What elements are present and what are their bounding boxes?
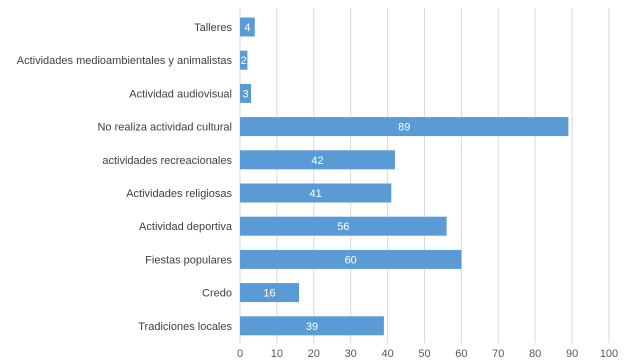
bar [240,17,255,37]
data-label: 56 [337,221,349,233]
bar [240,50,248,70]
x-tick-label: 100 [600,348,618,360]
data-label: 16 [263,288,275,300]
x-tick-label: 0 [237,348,243,360]
x-tick-label: 60 [455,348,467,360]
bar [240,183,392,203]
data-label: 42 [311,155,323,167]
bar [240,283,300,303]
x-tick-label: 80 [529,348,541,360]
x-axis-tick-labels: 0 10 20 30 40 50 60 70 80 90 100 [237,348,618,360]
category-labels: Talleres Actividades medioambientales y a… [17,22,233,333]
data-label: 41 [310,188,322,200]
x-tick-label: 90 [566,348,578,360]
x-tick-label: 50 [418,348,430,360]
category-label: No realiza actividad cultural [97,122,232,134]
data-label: 89 [398,122,410,134]
category-label: Actividad audiovisual [129,88,232,100]
data-label: 60 [345,254,357,266]
category-label: Fiestas populares [145,254,232,266]
category-label: Tradiciones locales [138,321,232,333]
bar [240,83,252,103]
bar [240,216,447,236]
x-tick-label: 10 [271,348,283,360]
bar [240,117,569,137]
x-tick-label: 70 [492,348,504,360]
data-label: 3 [242,88,248,100]
data-label: 4 [244,22,250,34]
x-tick-label: 40 [381,348,393,360]
data-label: 2 [241,55,247,67]
bar [240,249,462,269]
category-label: Talleres [194,22,232,34]
category-label: actividades recreacionales [102,155,232,167]
category-label: Actividad deportiva [139,221,233,233]
category-label: Actividades medioambientales y animalist… [17,55,233,67]
bars [240,17,569,336]
grid-lines [239,8,610,343]
data-label: 39 [306,321,318,333]
bar [240,316,384,336]
x-tick-label: 20 [308,348,320,360]
bar [240,150,395,170]
category-label: Actividades religiosas [126,188,232,200]
x-tick-label: 30 [345,348,357,360]
category-label: Credo [202,288,232,300]
